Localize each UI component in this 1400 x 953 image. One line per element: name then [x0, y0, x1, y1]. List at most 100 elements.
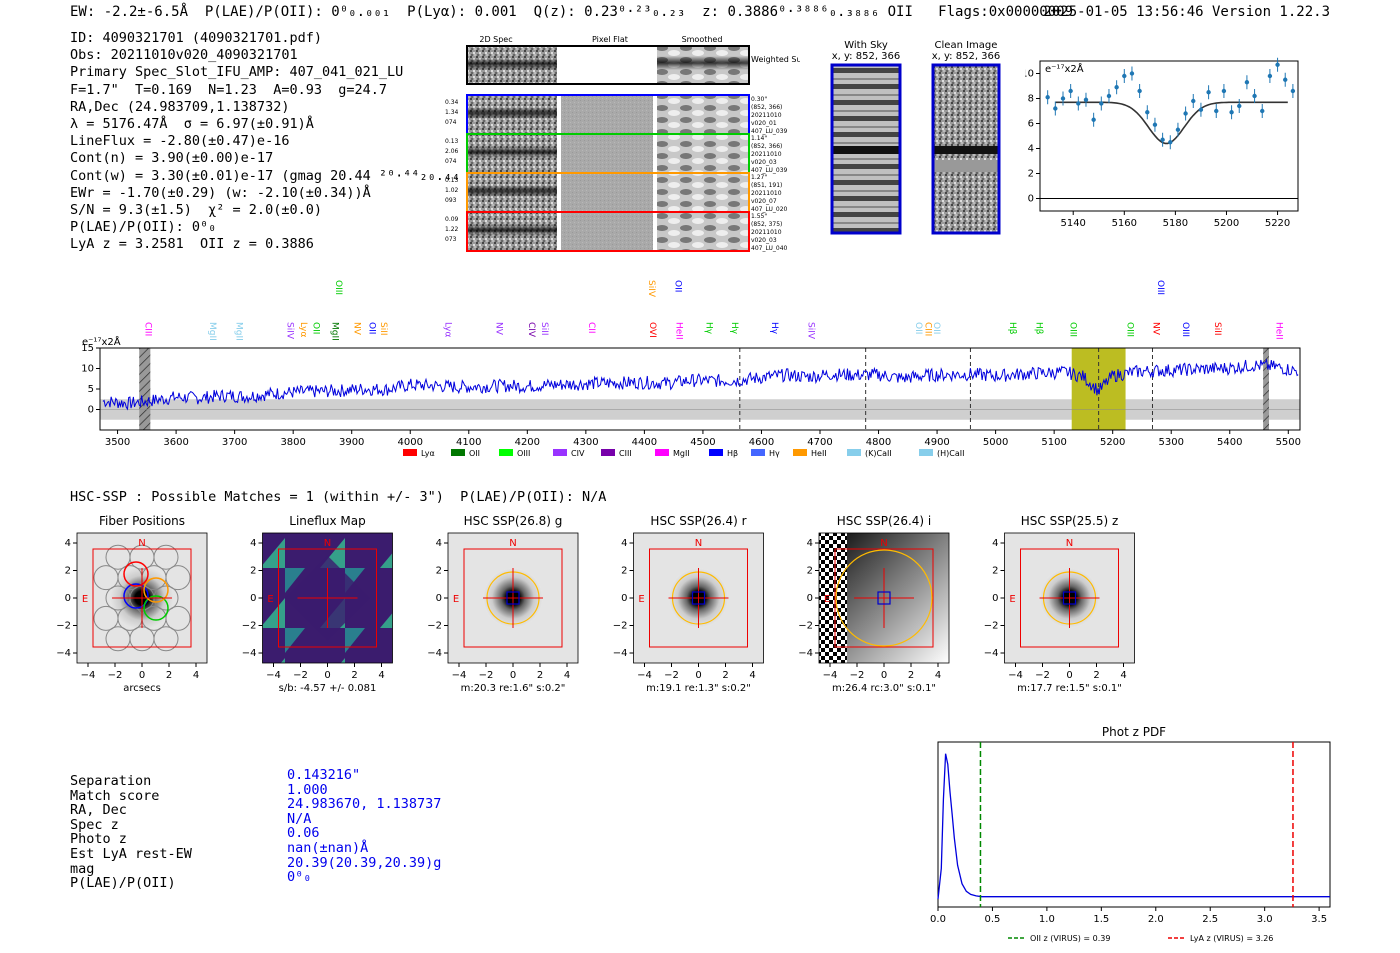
x-tick-label: 5100: [1041, 437, 1066, 448]
data-point: [1198, 107, 1204, 112]
y-tick-label: −2: [798, 621, 813, 632]
emission-line-label: CIII: [922, 322, 932, 336]
x-tick-label: −4: [637, 670, 652, 681]
emission-line-label: NV: [493, 322, 503, 336]
detection-marker: [1062, 591, 1077, 605]
clean-title: Clean Image: [935, 40, 998, 51]
x-tick-label: −2: [108, 670, 123, 681]
legend-swatch: [403, 449, 417, 456]
emission-line-label: Hγ: [769, 322, 779, 335]
cutout-caption: m:17.7 re:1.5" s:0.1": [1017, 683, 1122, 694]
x-tick-label: 1.0: [1039, 914, 1055, 925]
data-point: [1252, 93, 1257, 99]
fiber-row-meta: v020_03: [751, 237, 777, 244]
cutout-panel: HSC SSP(25.5) z N E −4 4 −2 2 0 0 2 −2 4 −4 m:17.7 re…: [984, 514, 1135, 694]
legend-swatch: [847, 449, 861, 456]
cutout-caption: m:26.4 rc:3.0" s:0.1": [832, 683, 936, 694]
x-tick-label: −2: [1035, 670, 1050, 681]
legend-label: OIII: [517, 449, 530, 458]
x-tick-label: 0: [324, 670, 330, 681]
fiber-row-stat: 074: [445, 158, 457, 165]
y-tick-label: 2: [1028, 169, 1034, 180]
y-tick-label: −2: [56, 621, 71, 632]
fiber-row-meta: (852, 375): [751, 221, 782, 228]
info-line: F=1.7" T=0.169 N=1.23 A=0.93 g=24.7: [70, 81, 387, 98]
emission-line-label: OII: [913, 322, 923, 334]
sky-panels: With Sky x, y: 852, 366 Clean Image x, y…: [830, 40, 1001, 235]
data-point: [1267, 73, 1273, 79]
y-tick-label: 0: [250, 593, 256, 604]
spectrum-unit-label: e⁻¹⁷x2Å: [82, 335, 121, 348]
fiber-row-stat: 1.02: [445, 187, 459, 194]
emission-line-label: Hγ: [729, 322, 739, 335]
fiber-row-stat: 0.13: [445, 177, 459, 184]
info-line: Cont(w) = 3.30(±0.01)e-17 (gmag 20.44 ²⁰…: [70, 167, 485, 184]
fiber-smoothed: [657, 173, 749, 212]
data-point: [1106, 93, 1112, 99]
masked-region: [819, 533, 847, 663]
cutout-panel: HSC SSP(26.4) i N E −4 4 −2 2 0 0 2 −2 4 −4 m:26.4 rc…: [798, 514, 950, 694]
data-point: [1160, 137, 1165, 142]
data-point: [1183, 111, 1188, 116]
aperture-box: [649, 548, 748, 648]
data-point: [1068, 88, 1073, 94]
x-tick-label: 0: [881, 670, 887, 681]
pdf-line: [937, 753, 1330, 900]
emission-line-label: Hβ: [1034, 322, 1044, 335]
match-value: nan(±nan)Å: [287, 839, 369, 856]
data-point: [1083, 97, 1089, 102]
legend-swatch: [919, 449, 933, 456]
y-tick-label: 8: [1028, 94, 1034, 105]
y-tick-label: 0: [621, 593, 627, 604]
y-tick-label: 2: [436, 566, 442, 577]
y-tick-label: 4: [992, 538, 998, 549]
fiber-row-meta: 407_LU_039: [751, 128, 788, 135]
data-point: [1145, 110, 1150, 115]
x-tick-label: 5220: [1265, 218, 1290, 229]
cutout-caption: s/b: -4.57 +/- 0.081: [279, 683, 377, 694]
x-tick-label: −4: [1008, 670, 1023, 681]
y-tick-label: 5: [88, 384, 94, 395]
match-value: 1.000: [287, 781, 328, 798]
x-tick-label: 3900: [339, 437, 364, 448]
x-tick-label: 4900: [924, 437, 949, 448]
fiber-circle: [93, 605, 119, 631]
x-tick-label: 5000: [983, 437, 1008, 448]
fiber-row-meta: 1.14": [751, 135, 767, 142]
north-label: N: [324, 538, 331, 549]
data-point: [1283, 77, 1288, 82]
cutout-title: HSC SSP(26.4) r: [650, 514, 746, 528]
match-value: 0.06: [287, 825, 320, 842]
x-tick-label: 2: [1093, 670, 1099, 681]
aperture-box: [1020, 548, 1119, 648]
cutout-title: Lineflux Map: [289, 514, 365, 528]
info-line: RA,Dec (24.983709,1.138732): [70, 98, 290, 115]
fiber-pixel-flat: [561, 173, 653, 212]
with-sky-image: [830, 63, 902, 235]
x-tick-label: 5500: [1276, 437, 1301, 448]
emission-line-label: OIII: [1180, 322, 1190, 337]
y-tick-label: 0: [807, 593, 813, 604]
emission-line-label: OII: [931, 322, 941, 334]
data-point: [1237, 103, 1242, 109]
match-label: Photo z: [70, 831, 127, 848]
y-tick-label: −2: [613, 621, 628, 632]
fiber-trace: [467, 224, 557, 236]
data-point: [1122, 73, 1127, 79]
match-label: Separation: [70, 773, 152, 789]
zoom-spectrum-plot: e⁻¹⁷x2Å 5140 5160 5180 5200 5220 0 2 4 6 8 10: [1025, 57, 1299, 229]
x-tick-label: 4200: [515, 437, 540, 448]
emission-line-label: NV: [352, 322, 362, 336]
x-tick-label: 4: [564, 670, 570, 681]
x-tick-label: 4500: [690, 437, 715, 448]
north-label: N: [695, 538, 702, 549]
legend-label: (K)CaII: [865, 449, 892, 458]
fiber-circle: [153, 544, 179, 570]
match-label: mag: [70, 860, 95, 877]
photz-title: Phot z PDF: [1102, 725, 1166, 739]
fiber-trace: [467, 185, 557, 197]
emission-line-label: SiII: [378, 322, 388, 336]
data-point: [1152, 122, 1158, 127]
y-tick-label: 4: [621, 538, 627, 549]
cutout-panel: HSC SSP(26.8) g N E −4 4 −2 2 0 0 2 −2 4 −4 m:20.3 re…: [427, 514, 579, 694]
